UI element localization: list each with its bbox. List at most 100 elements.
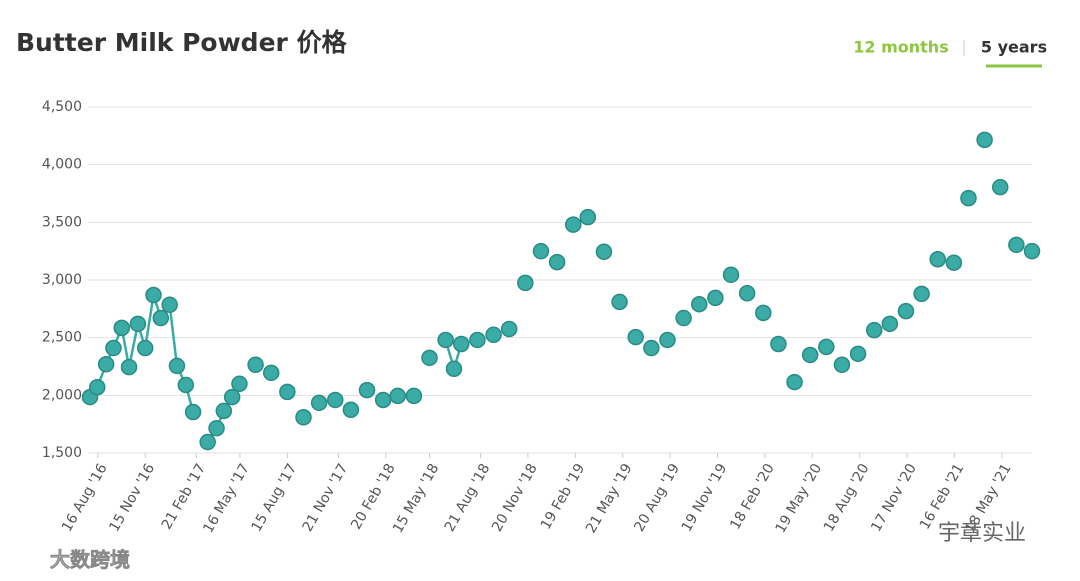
point [113, 319, 131, 337]
toggle-5-years[interactable]: 5 years [981, 38, 1047, 57]
x-tick-label: 20 Nov '18 [489, 461, 541, 535]
point [913, 285, 930, 303]
watermark: 大数跨境 [50, 548, 130, 572]
point [231, 375, 248, 393]
point [97, 355, 115, 373]
point [405, 387, 423, 405]
x-tick-label: 20 Aug '19 [631, 461, 683, 535]
point [960, 189, 977, 207]
watermark: 宇章实业 [938, 521, 1026, 546]
toggle-12-months[interactable]: 12 months [853, 38, 948, 57]
x-tick-label: 17 Nov '20 [868, 461, 920, 535]
point [976, 131, 993, 149]
point [786, 373, 803, 391]
x-tick-label: 21 Aug '18 [442, 461, 494, 535]
point [801, 346, 819, 364]
point [177, 376, 195, 394]
y-tick-label: 2,500 [42, 330, 82, 346]
point [421, 349, 438, 367]
point [595, 243, 613, 260]
point [208, 419, 225, 437]
plot: 1,500 2,000 2,500 3,000 3,500 4,000 4,500 16 Au… [42, 99, 1041, 536]
x-tick-label: 19 May '20 [773, 461, 826, 536]
point [89, 379, 106, 396]
point [136, 339, 154, 357]
y-tick-label: 3,000 [42, 272, 82, 288]
point [691, 295, 708, 313]
y-tick-label: 3,500 [42, 214, 82, 230]
point [564, 216, 582, 233]
x-tick-label: 20 Feb '18 [348, 461, 398, 532]
point [881, 315, 899, 333]
y-tick-label: 4,000 [42, 157, 82, 173]
point [262, 364, 280, 382]
x-tick-label: 19 Nov '19 [679, 461, 731, 535]
point [532, 242, 550, 260]
point [579, 208, 597, 226]
point [500, 320, 518, 338]
point [643, 339, 660, 357]
point [1023, 242, 1041, 260]
point [1008, 236, 1025, 254]
x-tick-label: 18 Feb '20 [727, 461, 777, 532]
x-tick-label: 18 Aug '20 [821, 461, 873, 535]
point [659, 331, 676, 349]
point [675, 309, 692, 327]
point [358, 381, 376, 399]
point [389, 387, 407, 405]
point [445, 360, 463, 378]
point [991, 178, 1009, 196]
point [223, 388, 241, 406]
point [770, 335, 787, 353]
point [517, 274, 534, 292]
x-tick-label: 19 Feb '19 [538, 461, 588, 532]
point [945, 254, 963, 271]
point [485, 326, 502, 344]
point [199, 433, 216, 451]
x-tick-label: 15 Aug '17 [249, 461, 301, 535]
point [310, 394, 328, 412]
point [818, 338, 835, 356]
point [295, 408, 312, 426]
point [215, 402, 233, 420]
point [833, 356, 851, 374]
point [755, 304, 772, 322]
point [105, 339, 122, 357]
point [184, 403, 202, 421]
point [279, 383, 296, 401]
x-tick-label: 16 Aug '16 [59, 461, 111, 535]
point [152, 309, 170, 327]
point [161, 296, 178, 314]
point [469, 331, 486, 349]
point [849, 345, 867, 363]
point [168, 357, 186, 375]
y-tick-label: 1,500 [42, 445, 82, 461]
x-tick-label: 21 Nov '17 [300, 461, 352, 535]
line-segment [168, 304, 179, 367]
x-tick-label: 21 May '19 [583, 461, 636, 536]
point [897, 302, 915, 320]
point [247, 356, 264, 374]
point [865, 321, 883, 339]
x-tick-label: 16 May '17 [200, 461, 253, 536]
point [453, 335, 470, 353]
point [738, 285, 756, 302]
line-segment [143, 294, 155, 349]
y-tick-label: 2,000 [42, 387, 82, 403]
x-tick-label: 15 May '18 [390, 461, 443, 536]
x-tick-label: 21 Feb '17 [159, 461, 209, 532]
point [611, 293, 628, 311]
point [374, 391, 392, 409]
point [627, 328, 644, 346]
point [145, 286, 162, 304]
point [129, 315, 147, 333]
point [548, 253, 566, 271]
chart-title: Butter Milk Powder 价格 [16, 28, 348, 57]
point [929, 250, 946, 268]
point [707, 289, 724, 307]
point [722, 266, 740, 284]
x-tick-label: 15 Nov '16 [106, 461, 158, 535]
point [342, 401, 360, 418]
point [327, 391, 344, 409]
